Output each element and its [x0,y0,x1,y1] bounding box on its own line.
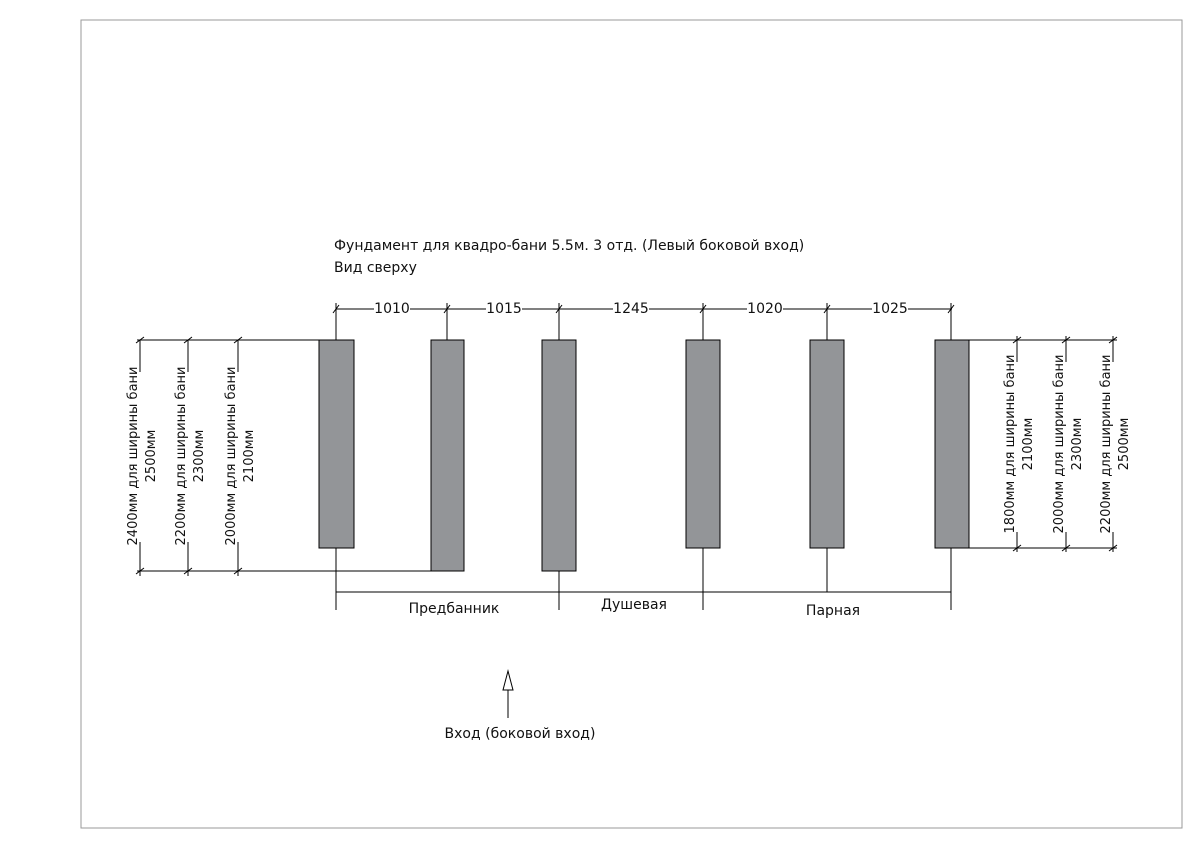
left-dim-1-line2: 2500мм [144,430,159,483]
right-dim-2-line2: 2300мм [1070,418,1085,471]
room-label-dushevaya: Душевая [601,597,667,613]
pier-2 [430,339,465,572]
drawing-subtitle: Вид сверху [334,260,417,276]
left-dim-2-line2: 2300мм [192,430,207,483]
spacing-label-4: 1020 [747,301,783,317]
drawing-title: Фундамент для квадро-бани 5.5м. 3 отд. (… [334,238,804,254]
pier-1 [318,339,355,549]
left-dim-1-line1: 2400мм для ширины бани [126,367,141,546]
entrance-arrow-icon [502,669,514,718]
room-label-predbannik: Предбанник [409,601,500,617]
room-label-parnaya: Парная [806,603,860,619]
bottom-room-chain [335,548,952,610]
right-dim-3-line1: 2200мм для ширины бани [1099,355,1114,534]
pier-6 [934,339,970,549]
left-dim-3-line2: 2100мм [242,430,257,483]
pier-5 [809,339,845,549]
left-dim-3-line1: 2000мм для ширины бани [224,367,239,546]
entrance-label: Вход (боковой вход) [445,726,596,742]
right-dim-1-line1: 1800мм для ширины бани [1003,355,1018,534]
pier-4 [685,339,721,549]
right-dim-2-line1: 2000мм для ширины бани [1052,355,1067,534]
spacing-label-1: 1010 [374,301,410,317]
left-dim-2-line1: 2200мм для ширины бани [174,367,189,546]
spacing-label-5: 1025 [872,301,908,317]
sheet-frame [80,19,1183,829]
right-dim-3-line2: 2500мм [1117,418,1132,471]
right-dim-1-line2: 2100мм [1021,418,1036,471]
foundation-piers [318,339,970,572]
pier-3 [541,339,577,572]
spacing-label-3: 1245 [613,301,649,317]
spacing-label-2: 1015 [486,301,522,317]
